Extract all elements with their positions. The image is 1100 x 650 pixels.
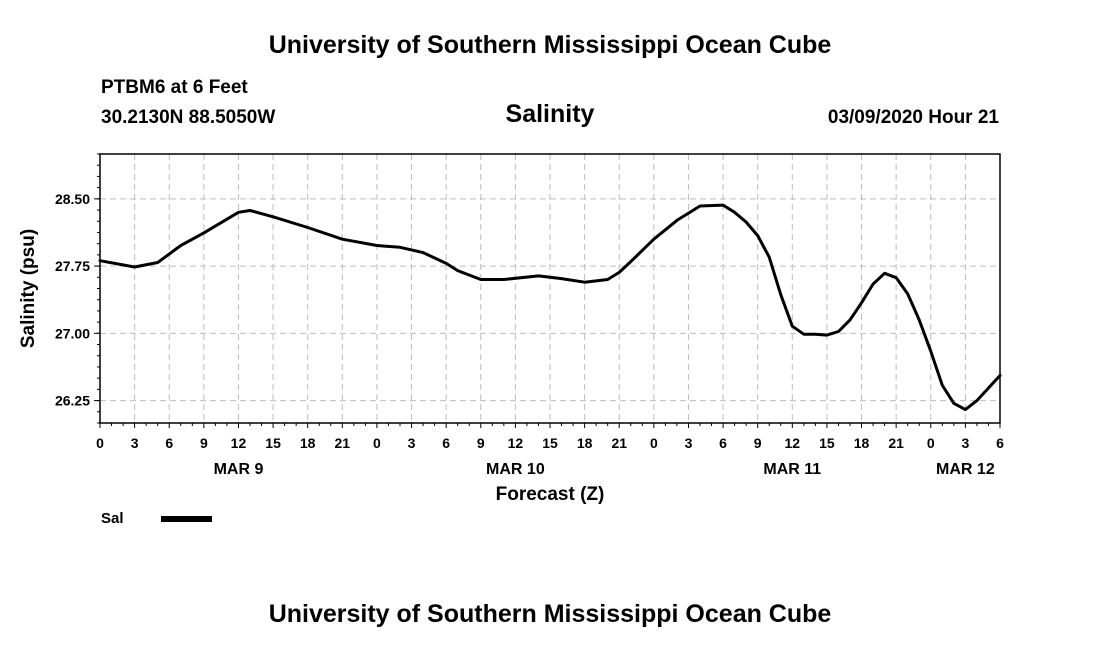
x-tick-label: 15 [265,435,281,451]
date-label: MAR 11 [763,461,821,478]
y-tick-label: 27.00 [55,325,90,341]
x-tick-label: 15 [542,435,558,451]
y-axis-label: Salinity (psu) [18,229,39,348]
date-label: MAR 10 [486,461,545,478]
x-tick-label: 18 [577,435,593,451]
x-tick-label: 0 [927,435,935,451]
legend: Sal [101,510,212,527]
footer-title: University of Southern Mississippi Ocean… [268,600,832,628]
x-tick-label: 9 [477,435,485,451]
legend-line-swatch [161,515,212,522]
plot-frame [99,153,1001,424]
x-axis-label: Forecast (Z) [496,484,605,505]
x-tick-label: 3 [408,435,416,451]
x-tick-label: 6 [165,435,173,451]
x-tick-label: 21 [335,435,351,451]
x-tick-label: 6 [719,435,727,451]
x-tick-label: 18 [300,435,316,451]
chart-title: Salinity [505,100,595,128]
x-tick-label: 21 [888,435,904,451]
station-name: PTBM6 at 6 Feet [101,77,248,98]
x-tick-label: 12 [508,435,524,451]
date-label: MAR 12 [936,461,995,478]
x-tick-label: 21 [611,435,627,451]
x-tick-label: 3 [685,435,693,451]
date-label: MAR 9 [214,461,264,478]
x-tick-label: 0 [650,435,658,451]
x-tick-label: 9 [200,435,208,451]
y-tick-label: 27.75 [55,258,90,274]
x-tick-label: 12 [785,435,801,451]
x-tick-label: 6 [996,435,1004,451]
legend-label: Sal [101,510,124,527]
y-tick-label: 26.25 [55,393,90,409]
x-tick-label: 3 [131,435,139,451]
report-title: University of Southern Mississippi Ocean… [268,31,832,59]
x-tick-label: 0 [373,435,381,451]
x-tick-label: 3 [961,435,969,451]
x-tick-label: 12 [231,435,247,451]
x-tick-label: 15 [819,435,835,451]
x-tick-label: 18 [854,435,870,451]
x-tick-label: 6 [442,435,450,451]
station-coordinates: 30.2130N 88.5050W [101,107,276,128]
x-tick-label: 0 [96,435,104,451]
forecast-datetime: 03/09/2020 Hour 21 [827,107,999,128]
y-tick-label: 28.50 [55,191,90,207]
x-tick-label: 9 [754,435,762,451]
salinity-line [98,203,1002,412]
